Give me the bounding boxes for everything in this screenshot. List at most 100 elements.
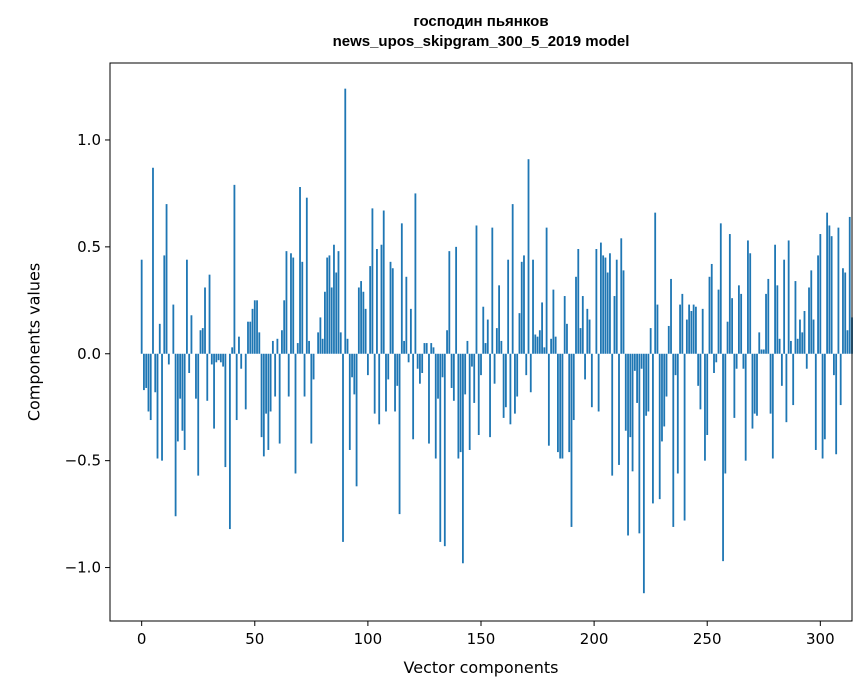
bar-65: [287, 353, 290, 397]
bar-99: [364, 308, 367, 354]
bar-61: [278, 353, 281, 444]
bar-35: [219, 353, 222, 363]
bar-244: [692, 304, 695, 354]
y-tick-label: 0.5: [77, 238, 101, 256]
bar-30: [208, 274, 211, 354]
bar-309: [839, 353, 842, 406]
bar-70: [299, 187, 301, 354]
bar-114: [398, 353, 401, 515]
bar-101: [369, 266, 372, 354]
bar-163: [509, 353, 512, 425]
bar-110: [389, 261, 392, 354]
bar-29: [206, 353, 209, 401]
bar-112: [394, 353, 396, 412]
bar-104: [376, 249, 378, 354]
bar-171: [527, 159, 530, 354]
bar-0: [140, 259, 143, 354]
bar-212: [620, 238, 623, 354]
bar-270: [751, 353, 754, 429]
bar-246: [697, 353, 700, 386]
bar-306: [832, 353, 835, 376]
bar-242: [688, 304, 691, 354]
bar-132: [439, 353, 442, 542]
bar-63: [283, 300, 286, 354]
bar-181: [550, 338, 553, 354]
bar-172: [529, 353, 532, 393]
bar-289: [794, 281, 797, 354]
bar-237: [676, 353, 679, 474]
bar-103: [373, 353, 376, 414]
bar-60: [276, 338, 279, 354]
bar-137: [450, 353, 453, 388]
bar-113: [396, 353, 399, 386]
bar-41: [233, 184, 236, 354]
bar-46: [244, 353, 247, 410]
bar-133: [441, 353, 444, 378]
bar-1: [143, 353, 145, 391]
bar-222: [642, 353, 645, 594]
bar-33: [215, 353, 218, 363]
bar-22: [190, 315, 193, 354]
bar-167: [518, 313, 521, 354]
axes-group: 0 50 100 150 200 250 300 −1.0 −0.5 0.0 0.5 1.0: [65, 62, 853, 648]
bar-183: [554, 336, 557, 354]
bar-240: [683, 353, 686, 521]
bar-154: [489, 353, 491, 438]
x-tick-label: 250: [693, 630, 722, 648]
bar-257: [722, 353, 724, 562]
bar-79: [319, 317, 322, 354]
bar-169: [523, 255, 525, 354]
bar-175: [536, 336, 539, 354]
bar-78: [317, 332, 320, 354]
bar-90: [344, 88, 347, 354]
bar-252: [710, 263, 713, 354]
bars-group: [140, 88, 853, 594]
bar-149: [477, 353, 480, 435]
bar-250: [706, 353, 709, 435]
bar-193: [577, 249, 580, 354]
bar-291: [799, 319, 801, 354]
bar-75: [310, 353, 313, 444]
bar-296: [810, 270, 813, 354]
bar-279: [771, 353, 774, 459]
bar-196: [584, 353, 586, 380]
bar-91: [346, 338, 349, 354]
bar-230: [661, 353, 663, 442]
bar-80: [321, 338, 324, 354]
bar-72: [303, 353, 306, 397]
bar-48: [249, 321, 252, 354]
bar-269: [749, 253, 752, 354]
bar-194: [579, 328, 582, 354]
bar-122: [416, 353, 419, 369]
bar-6: [154, 353, 157, 393]
bar-152: [484, 343, 487, 354]
bar-5: [152, 167, 154, 354]
bar-141: [459, 353, 462, 453]
bar-44: [240, 353, 243, 369]
bar-97: [360, 281, 363, 354]
bar-142: [461, 353, 464, 564]
bar-275: [762, 349, 765, 354]
bar-3: [147, 353, 150, 412]
bar-168: [520, 261, 523, 354]
bar-100: [366, 353, 369, 376]
bar-161: [504, 353, 507, 408]
y-tick-label: −0.5: [65, 452, 101, 470]
bar-208: [611, 353, 614, 476]
bar-263: [735, 353, 738, 369]
bar-126: [425, 343, 428, 354]
bar-173: [532, 259, 534, 354]
bar-271: [753, 353, 756, 414]
bar-249: [704, 353, 706, 461]
bar-185: [559, 353, 562, 459]
bar-124: [421, 353, 424, 373]
bar-295: [808, 287, 810, 354]
bar-40: [231, 347, 234, 354]
bar-190: [570, 353, 573, 527]
bar-50: [253, 300, 256, 354]
bar-106: [380, 244, 383, 354]
bar-155: [491, 227, 494, 354]
bar-121: [414, 193, 417, 354]
bar-170: [525, 353, 528, 376]
